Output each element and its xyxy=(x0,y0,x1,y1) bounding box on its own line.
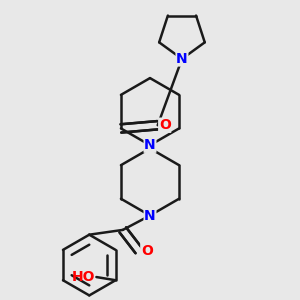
Text: N: N xyxy=(176,52,188,66)
Text: N: N xyxy=(144,208,156,223)
Text: O: O xyxy=(159,118,171,132)
Text: HO: HO xyxy=(71,270,95,284)
Text: N: N xyxy=(144,138,156,152)
Text: O: O xyxy=(141,244,153,258)
